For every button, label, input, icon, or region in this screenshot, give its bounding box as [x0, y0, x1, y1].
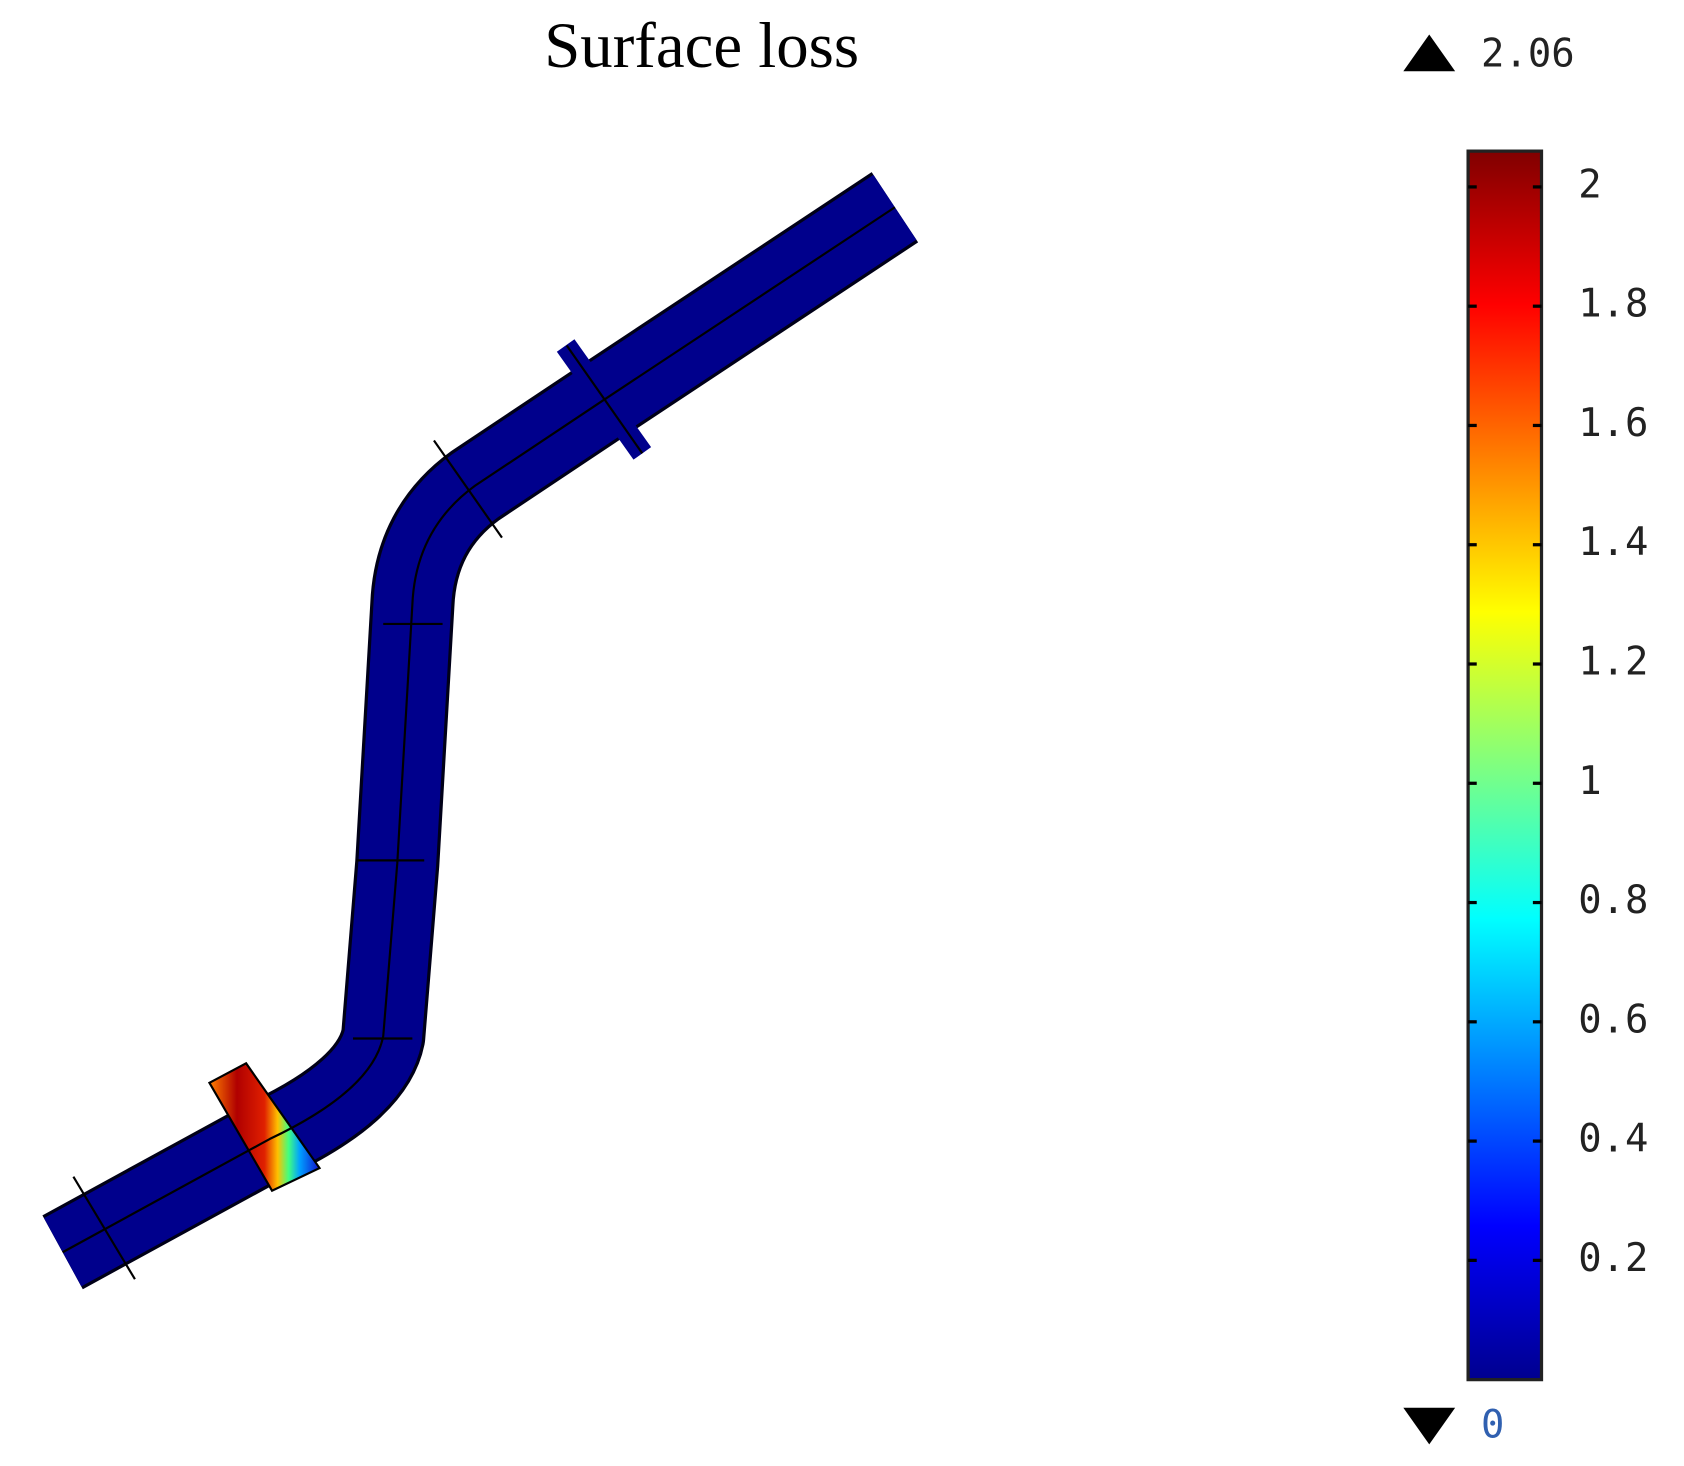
colorbar: 2.06 0 [1403, 32, 1575, 1448]
max-marker [1403, 34, 1456, 72]
tick-label: 0.2 [1578, 1236, 1648, 1281]
tick-label: 1.4 [1578, 520, 1648, 565]
pipe [42, 172, 919, 1290]
tick-label: 1.8 [1578, 282, 1648, 327]
tick-label: 0.4 [1578, 1117, 1648, 1162]
chart-title: Surface loss [544, 10, 859, 82]
tick-label: 1.2 [1578, 640, 1648, 685]
tick-label: 0.6 [1578, 997, 1648, 1042]
tick-label: 1.6 [1578, 401, 1648, 446]
colorbar-gradient [1466, 149, 1544, 1382]
min-marker [1403, 1407, 1456, 1445]
tick-label: 0.8 [1578, 878, 1648, 923]
tick-label: 2 [1578, 162, 1601, 207]
max-label: 2.06 [1481, 32, 1575, 77]
min-label: 0 [1481, 1403, 1504, 1448]
tick-label: 1 [1578, 759, 1601, 804]
